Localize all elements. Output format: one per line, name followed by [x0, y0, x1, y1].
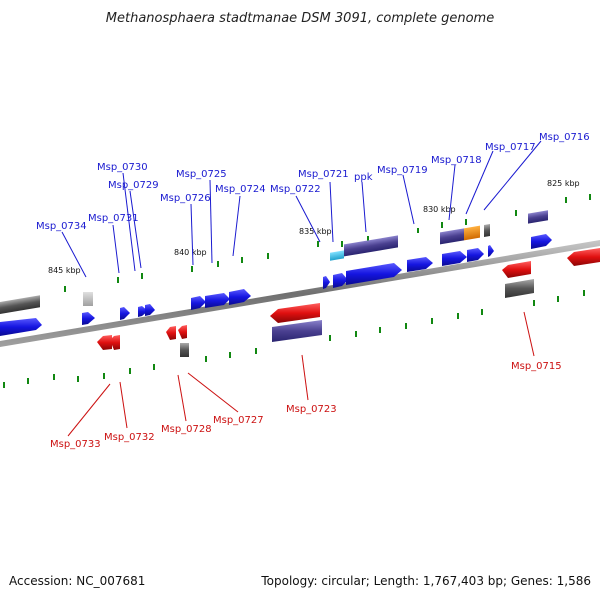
gene-arrow-0725 — [205, 293, 230, 308]
gene-arrow-0721 — [333, 273, 348, 288]
forward-leader-lines — [61, 140, 542, 278]
cds-feature-0716 — [528, 210, 548, 224]
gene-arrow-right — [567, 248, 600, 266]
tick-row-bottom — [3, 290, 585, 388]
gene-label-msp-0716[interactable]: Msp_0716 — [539, 132, 590, 143]
gene-label-msp-0715[interactable]: Msp_0715 — [511, 361, 562, 372]
cyan-feature — [330, 250, 344, 261]
rna-feature-0727 — [180, 343, 189, 357]
gene-label-msp-0727[interactable]: Msp_0727 — [213, 415, 264, 426]
gene-label-msp-0722[interactable]: Msp_0722 — [270, 184, 321, 195]
gene-arrow-0734 — [82, 312, 95, 325]
cds-feature-0723 — [272, 320, 322, 342]
gene-label-msp-0729[interactable]: Msp_0729 — [108, 180, 159, 191]
scale-label-835: 835 kbp — [299, 227, 332, 236]
map-title: Methanosphaera stadtmanae DSM 3091, comp… — [106, 11, 494, 26]
gene-arrow-0722 — [323, 276, 330, 289]
outer-forward-features — [0, 210, 548, 314]
gene-arrow-0716 — [531, 234, 552, 249]
scale-label-845: 845 kbp — [48, 266, 81, 275]
genome-backbone — [0, 240, 600, 347]
scale-label-825: 825 kbp — [547, 179, 580, 188]
gene-arrow-0726 — [191, 296, 206, 310]
accession-text: Accession: NC_007681 — [9, 574, 146, 588]
reverse-gene-labels: Msp_0715 Msp_0723 Msp_0727 Msp_0728 Msp_… — [50, 361, 562, 450]
cds-feature-0718 — [440, 228, 464, 245]
gene-label-msp-0723[interactable]: Msp_0723 — [286, 404, 337, 415]
reverse-leader-lines — [67, 311, 535, 437]
gene-label-msp-0725[interactable]: Msp_0725 — [176, 169, 227, 180]
rna-feature-0715 — [505, 279, 534, 298]
gene-arrow-0734-left — [0, 318, 42, 336]
scale-label-840: 840 kbp — [174, 248, 207, 257]
gene-arrow-0718 — [442, 251, 467, 266]
rna-feature-0734 — [83, 292, 93, 306]
gene-arrow-0730 — [145, 304, 155, 316]
gene-label-msp-0733[interactable]: Msp_0733 — [50, 439, 101, 450]
gene-label-msp-0732[interactable]: Msp_0732 — [104, 432, 155, 443]
gene-arrow-0729 — [138, 306, 148, 317]
gene-label-msp-0717[interactable]: Msp_0717 — [485, 142, 536, 153]
gene-arrow-0715 — [502, 261, 531, 278]
gene-arrow-0728 — [166, 326, 176, 340]
gene-label-ppk[interactable]: ppk — [354, 172, 373, 183]
gene-arrow-0717b — [488, 245, 494, 257]
gene-label-msp-0734[interactable]: Msp_0734 — [36, 221, 87, 232]
gene-arrow-0727 — [178, 325, 187, 339]
gene-label-msp-0724[interactable]: Msp_0724 — [215, 184, 266, 195]
tick-row-top — [64, 194, 591, 292]
forward-genes — [0, 234, 552, 336]
orange-feature-0717 — [464, 225, 480, 241]
gene-arrow-0732 — [110, 335, 120, 350]
gene-arrow-0724 — [229, 289, 251, 305]
gene-label-msp-0728[interactable]: Msp_0728 — [161, 424, 212, 435]
rna-feature-left — [0, 295, 40, 314]
reverse-genes — [97, 248, 600, 357]
gene-label-msp-0719[interactable]: Msp_0719 — [377, 165, 428, 176]
gene-label-msp-0718[interactable]: Msp_0718 — [431, 155, 482, 166]
scale-label-830: 830 kbp — [423, 205, 456, 214]
rna-feature-0717 — [484, 224, 490, 238]
gene-arrow-0719 — [407, 257, 433, 272]
gene-arrow-0723 — [270, 303, 320, 323]
gene-arrow-0731 — [120, 307, 130, 320]
forward-gene-labels: Msp_0716 Msp_0717 Msp_0718 Msp_0719 ppk … — [36, 132, 590, 232]
gene-label-msp-0726[interactable]: Msp_0726 — [160, 193, 211, 204]
cds-feature-ppk — [344, 235, 398, 257]
gene-arrow-0733 — [97, 335, 112, 350]
gene-label-msp-0721[interactable]: Msp_0721 — [298, 169, 349, 180]
gene-label-msp-0731[interactable]: Msp_0731 — [88, 213, 139, 224]
gene-arrow-ppk — [346, 263, 402, 285]
gene-arrow-0717 — [467, 248, 484, 262]
gene-label-msp-0730[interactable]: Msp_0730 — [97, 162, 148, 173]
genome-summary-text: Topology: circular; Length: 1,767,403 bp… — [261, 574, 591, 588]
